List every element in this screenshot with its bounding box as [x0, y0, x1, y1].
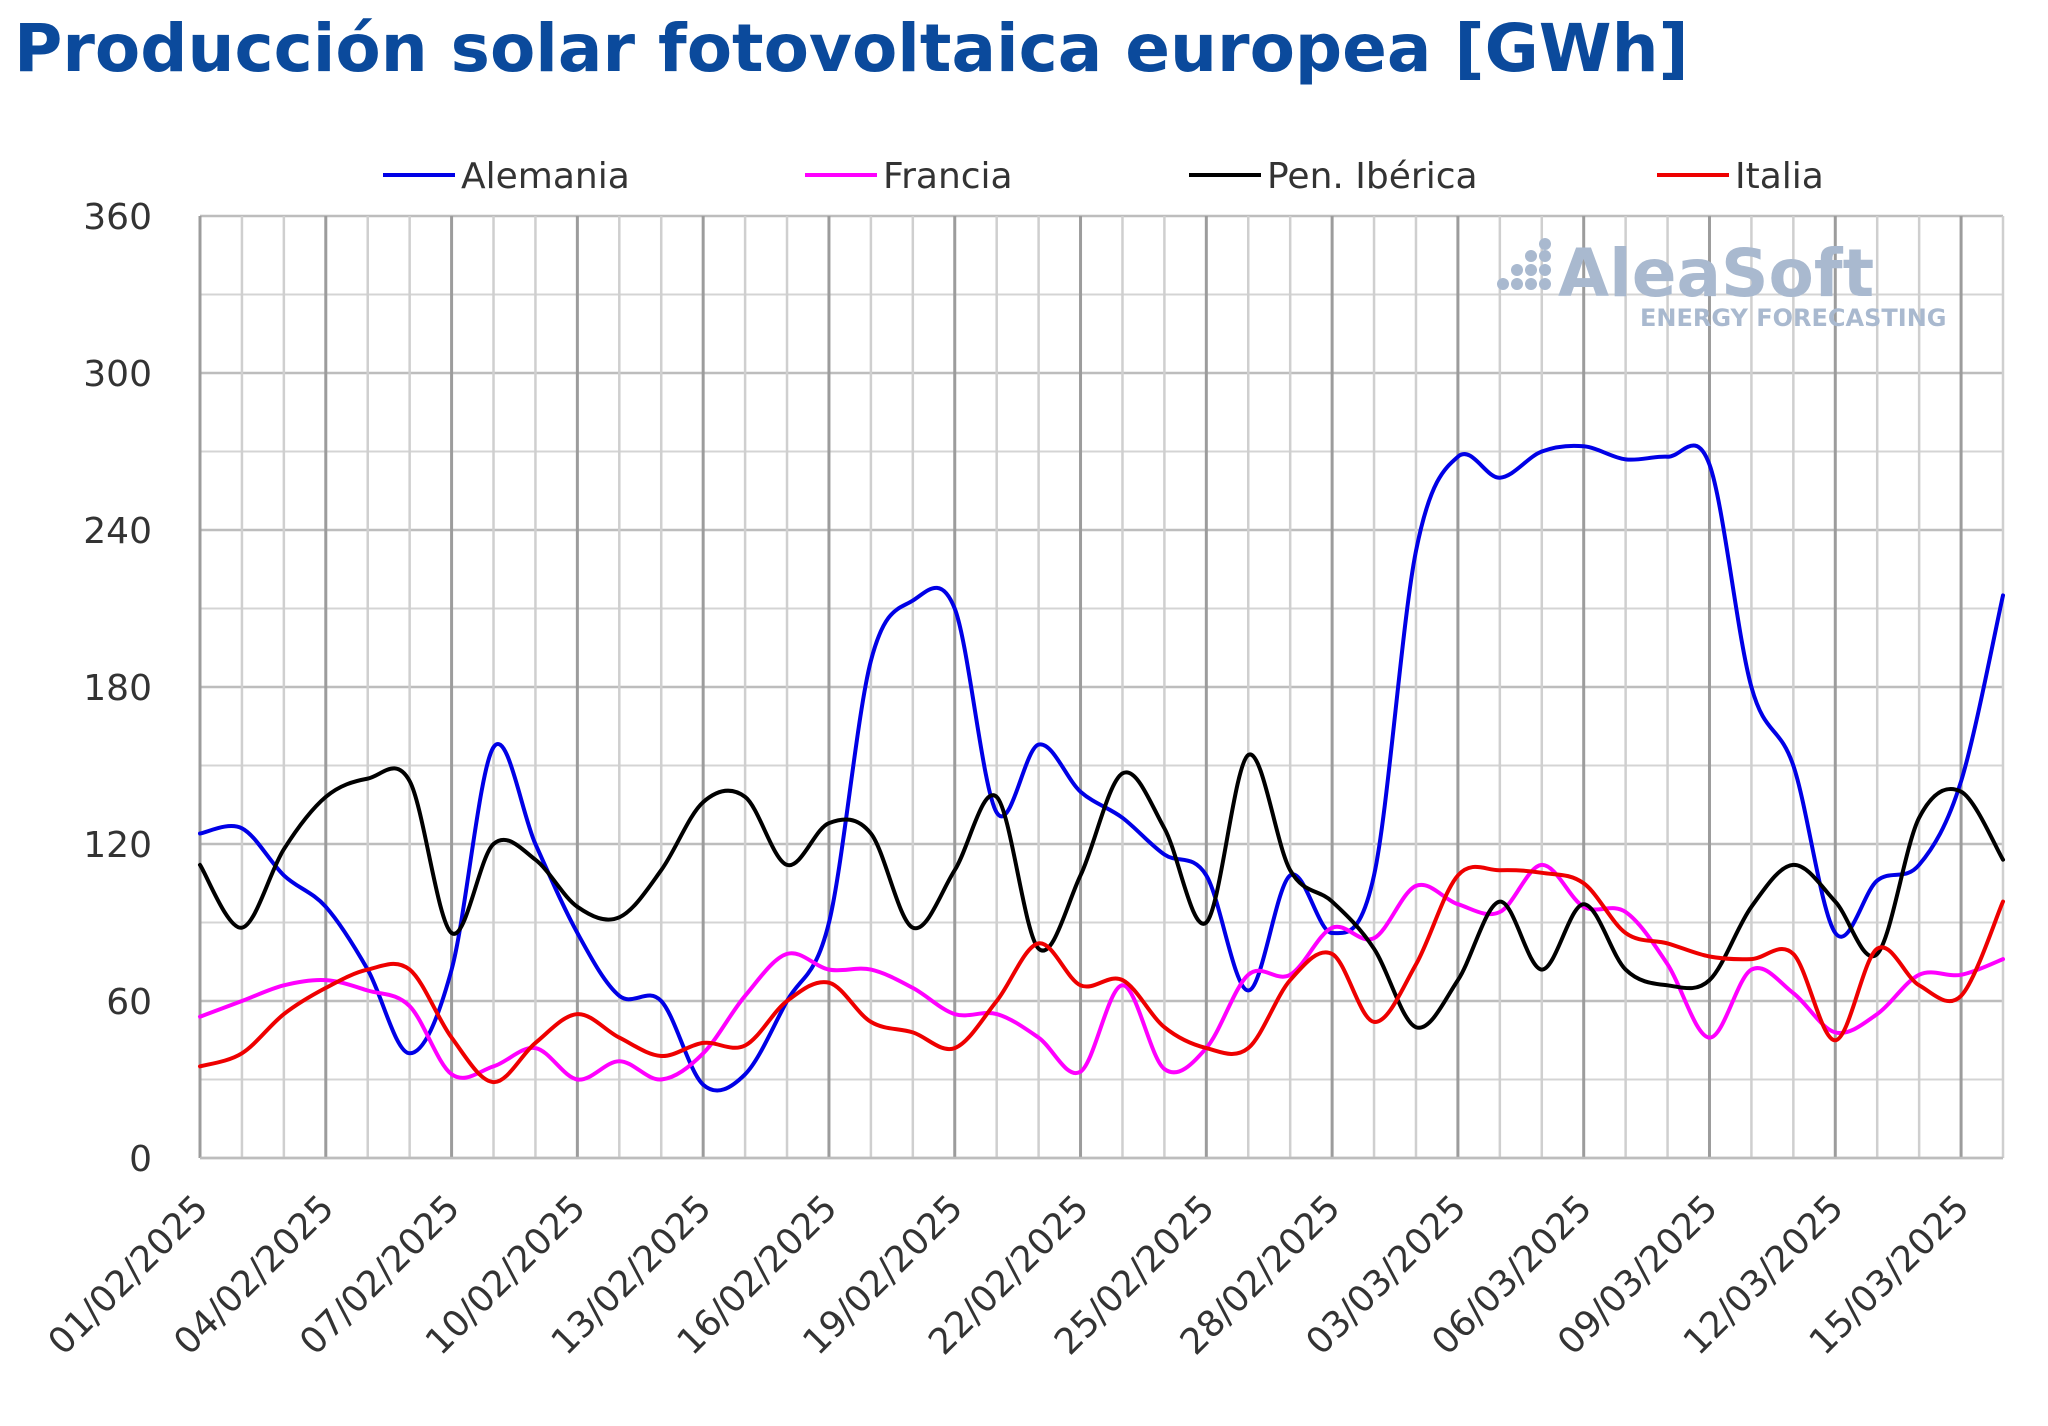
series-line-pen-iberica: [198, 752, 2005, 1030]
legend-label-pen-iberica: Pen. Ibérica: [1267, 156, 1478, 197]
legend: Alemania Francia Pen. Ibérica Italia: [383, 156, 1824, 197]
y-tick-label: 60: [106, 982, 152, 1023]
series-line-francia: [198, 862, 2005, 1082]
y-tick-label: 180: [83, 668, 152, 709]
grid: [198, 214, 2005, 1160]
aleasoft-watermark: AleaSoft ENERGY FORECASTING: [1497, 235, 1947, 332]
series-lines: [198, 443, 2005, 1093]
y-tick-label: 240: [83, 511, 152, 552]
legend-label-alemania: Alemania: [461, 156, 630, 197]
y-tick-label: 120: [83, 825, 152, 866]
watermark-tagline: ENERGY FORECASTING: [1640, 304, 1947, 332]
legend-label-italia: Italia: [1735, 156, 1824, 197]
series-line-alemania: [198, 443, 2005, 1093]
legend-label-francia: Francia: [883, 156, 1013, 197]
y-tick-label: 360: [83, 197, 152, 238]
chart-title: Producción solar fotovoltaica europea [G…: [14, 10, 1689, 87]
y-tick-label: 0: [129, 1139, 152, 1180]
watermark-brand: AleaSoft: [1558, 235, 1874, 312]
y-tick-label: 300: [83, 354, 152, 395]
series-line-italia: [198, 864, 2005, 1085]
aleasoft-logo-icon: [1497, 238, 1551, 290]
